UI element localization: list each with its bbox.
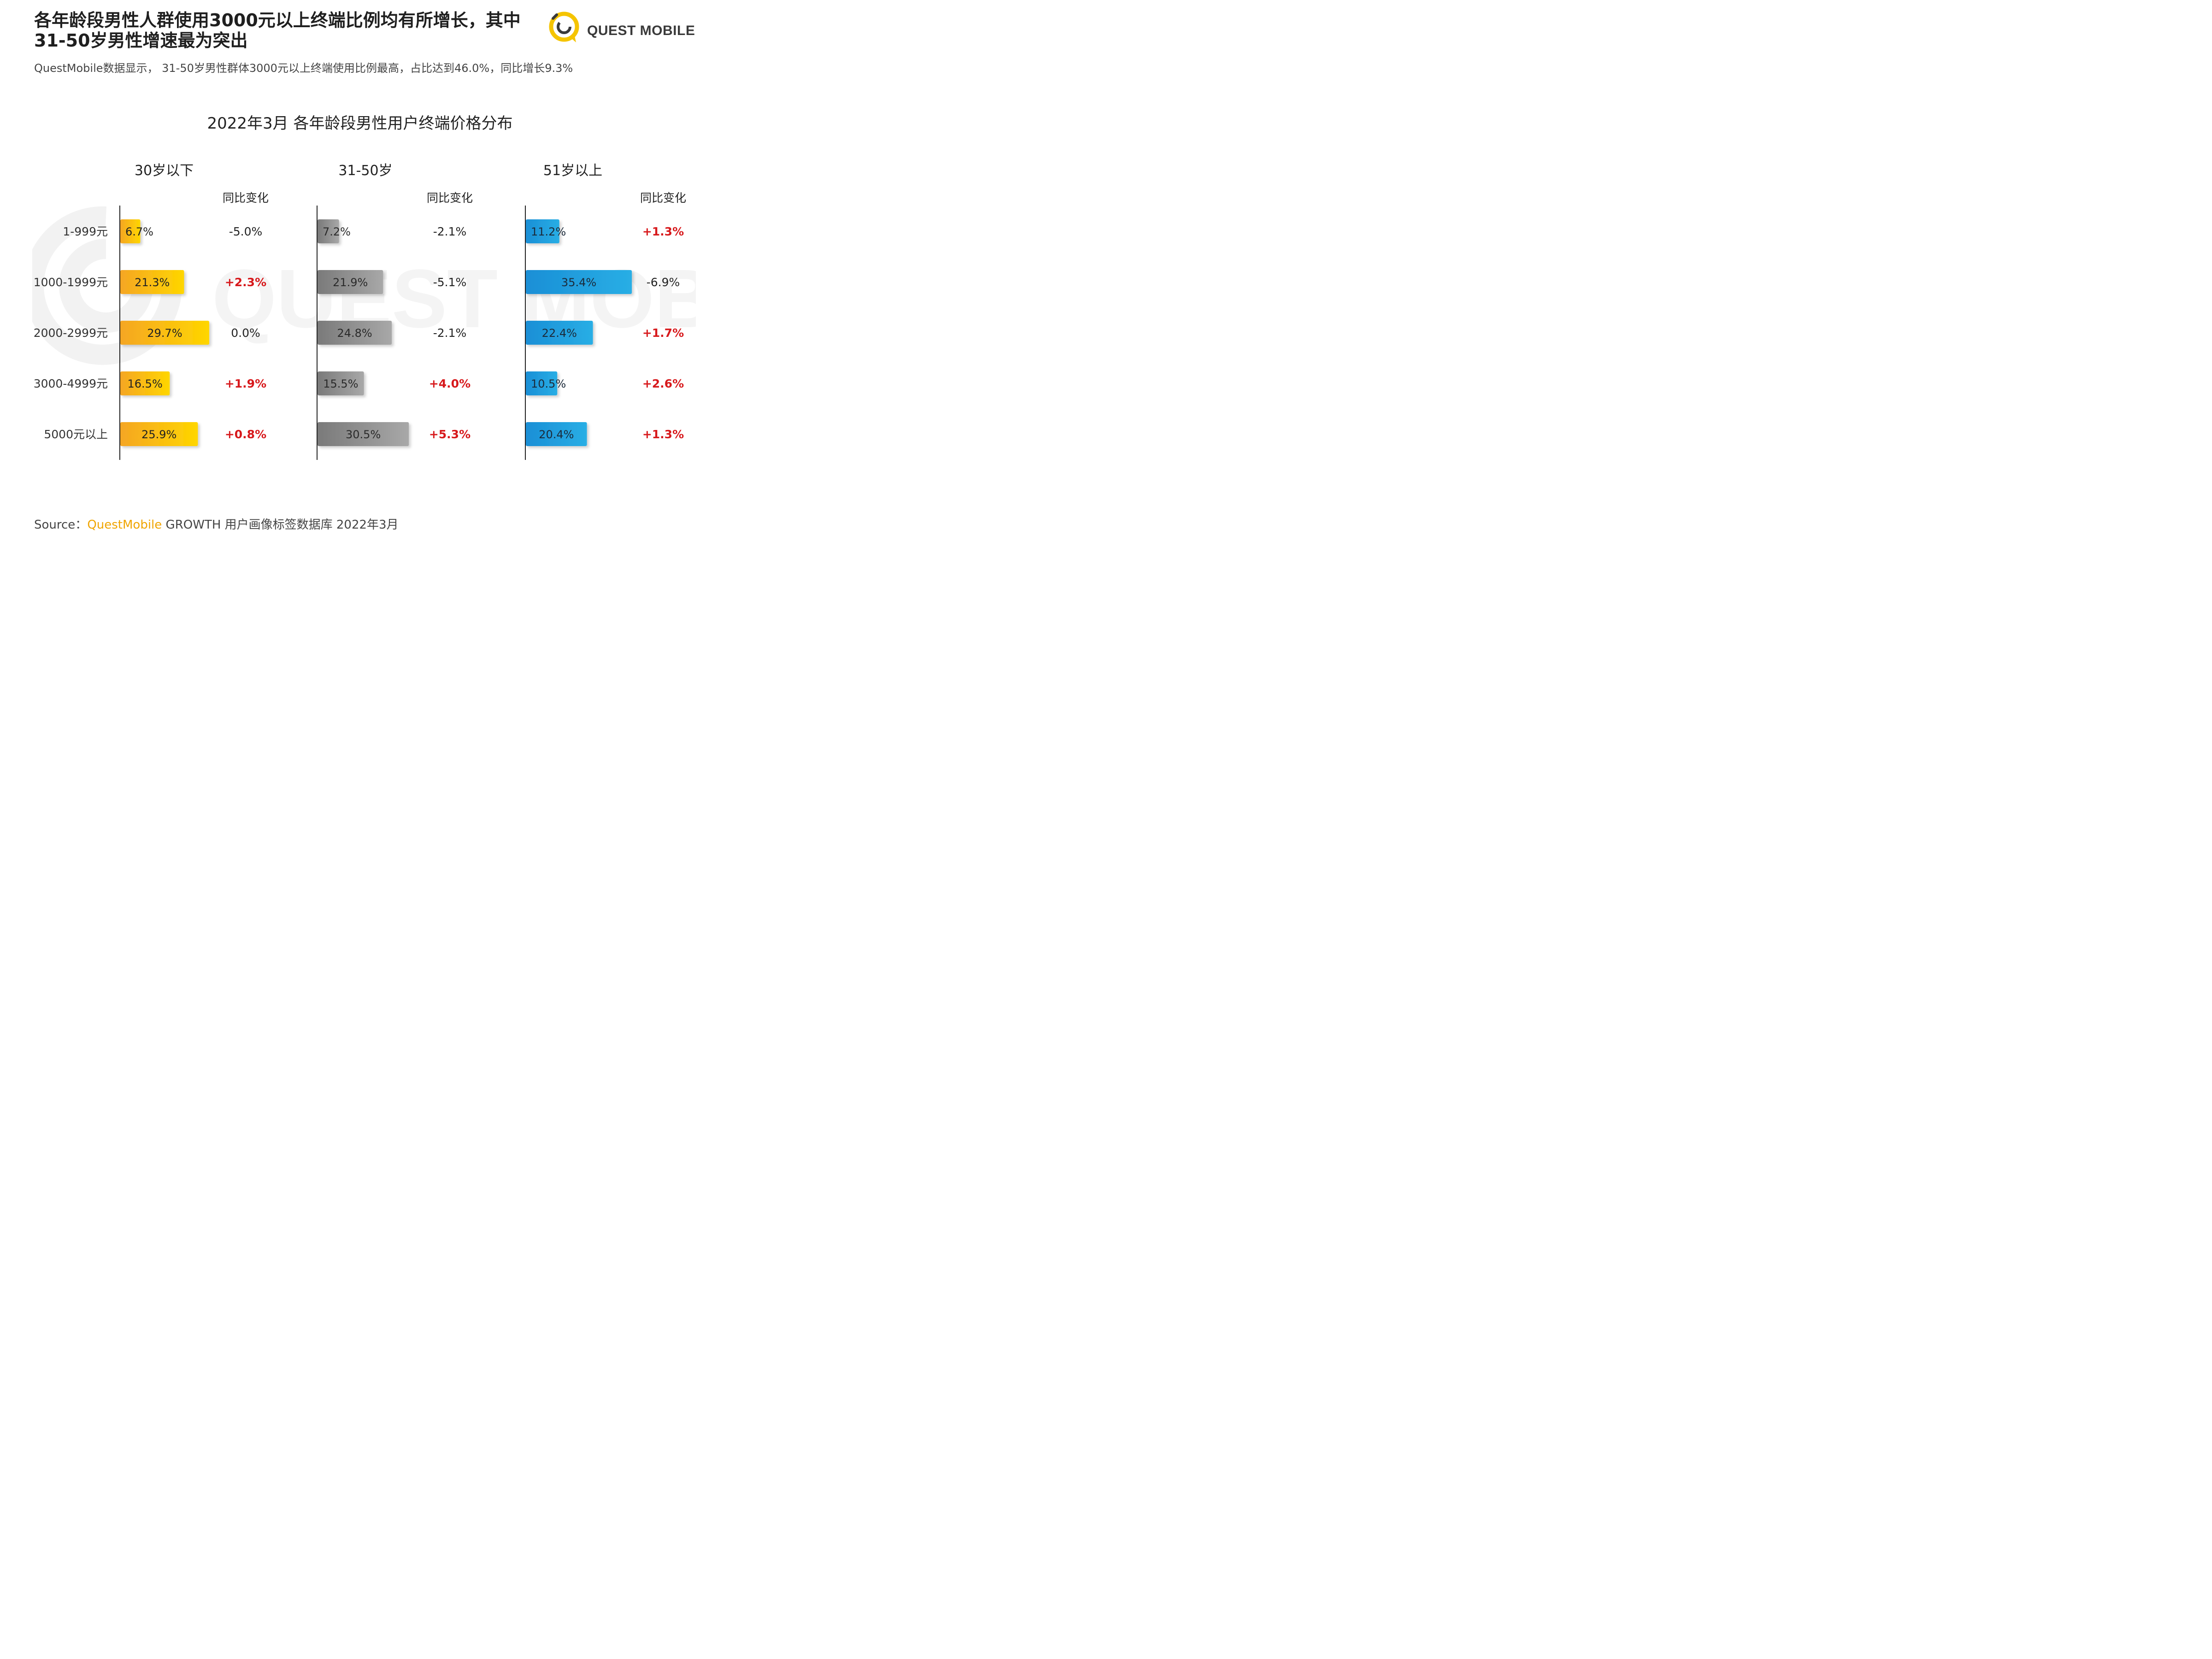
category-label: 1000-1999元: [34, 276, 108, 289]
page-subheadline: QuestMobile数据显示， 31-50岁男性群体3000元以上终端使用比例…: [34, 62, 573, 75]
change-value: -2.1%: [433, 326, 467, 340]
change-value: +5.3%: [429, 428, 471, 441]
panel-title: 51岁以上: [543, 163, 602, 179]
bar: [318, 371, 364, 395]
change-header: 同比变化: [427, 191, 473, 205]
bar: [318, 422, 409, 446]
source-note: Source：QuestMobile GROWTH 用户画像标签数据库 2022…: [34, 515, 399, 532]
bar: [526, 219, 559, 243]
change-value: +1.7%: [642, 326, 684, 340]
category-label: 2000-2999元: [34, 326, 108, 340]
change-value: +1.3%: [642, 225, 684, 238]
source-prefix: Source：: [34, 518, 88, 532]
panel-title: 31-50岁: [338, 163, 392, 179]
bar: [120, 321, 210, 345]
change-value: -6.9%: [647, 276, 680, 289]
data-label: 10.5%: [531, 377, 566, 390]
source-rest: GROWTH 用户画像标签数据库 2022年3月: [162, 518, 399, 532]
change-value: -2.1%: [433, 225, 467, 238]
price-distribution-chart: 1-999元 1000-1999元 2000-2999元 3000-4999元 5000…: [34, 163, 686, 460]
change-header: 同比变化: [223, 191, 269, 205]
data-label: 29.7%: [147, 327, 182, 340]
data-label: 35.4%: [561, 276, 596, 289]
bar: [526, 371, 558, 395]
change-value: +0.8%: [225, 428, 266, 441]
bar: [318, 219, 339, 243]
category-label: 1-999元: [63, 225, 108, 238]
category-label: 5000元以上: [44, 428, 108, 441]
change-value: -5.0%: [229, 225, 263, 238]
bar: [120, 422, 198, 446]
change-header: 同比变化: [640, 191, 686, 205]
change-value: +2.3%: [225, 276, 266, 289]
data-label: 24.8%: [337, 327, 372, 340]
category-label: 3000-4999元: [34, 377, 108, 390]
page-headline: 各年龄段男性人群使用3000元以上终端比例均有所增长，其中31-50岁男性增速最…: [34, 10, 521, 51]
bar: [318, 270, 383, 294]
brand-name: QUEST MOBILE: [587, 23, 695, 38]
data-label: 6.7%: [125, 225, 153, 238]
change-value: +1.9%: [225, 377, 266, 390]
change-value: +1.3%: [642, 428, 684, 441]
bar: [120, 219, 141, 243]
data-label: 21.9%: [333, 276, 368, 289]
data-label: 20.4%: [539, 428, 574, 441]
change-value: +2.6%: [642, 377, 684, 390]
bar: [120, 371, 170, 395]
bar: [526, 422, 587, 446]
change-value: +4.0%: [429, 377, 471, 390]
data-label: 30.5%: [346, 428, 381, 441]
data-label: 7.2%: [323, 225, 351, 238]
bar: [120, 270, 184, 294]
data-label: 25.9%: [141, 428, 176, 441]
bar: [526, 321, 593, 345]
data-label: 21.3%: [135, 276, 170, 289]
data-label: 22.4%: [542, 327, 577, 340]
bar: [318, 321, 392, 345]
change-value: 0.0%: [231, 326, 260, 340]
panel-title: 30岁以下: [135, 163, 194, 179]
bar: [526, 270, 632, 294]
quest-mobile-logo-icon: [549, 12, 579, 42]
data-label: 15.5%: [323, 377, 358, 390]
change-value: -5.1%: [433, 276, 467, 289]
data-label: 11.2%: [531, 225, 566, 238]
chart-title: 2022年3月 各年龄段男性用户终端价格分布: [207, 114, 513, 133]
source-brand: QuestMobile: [87, 518, 162, 532]
data-label: 16.5%: [128, 377, 163, 390]
